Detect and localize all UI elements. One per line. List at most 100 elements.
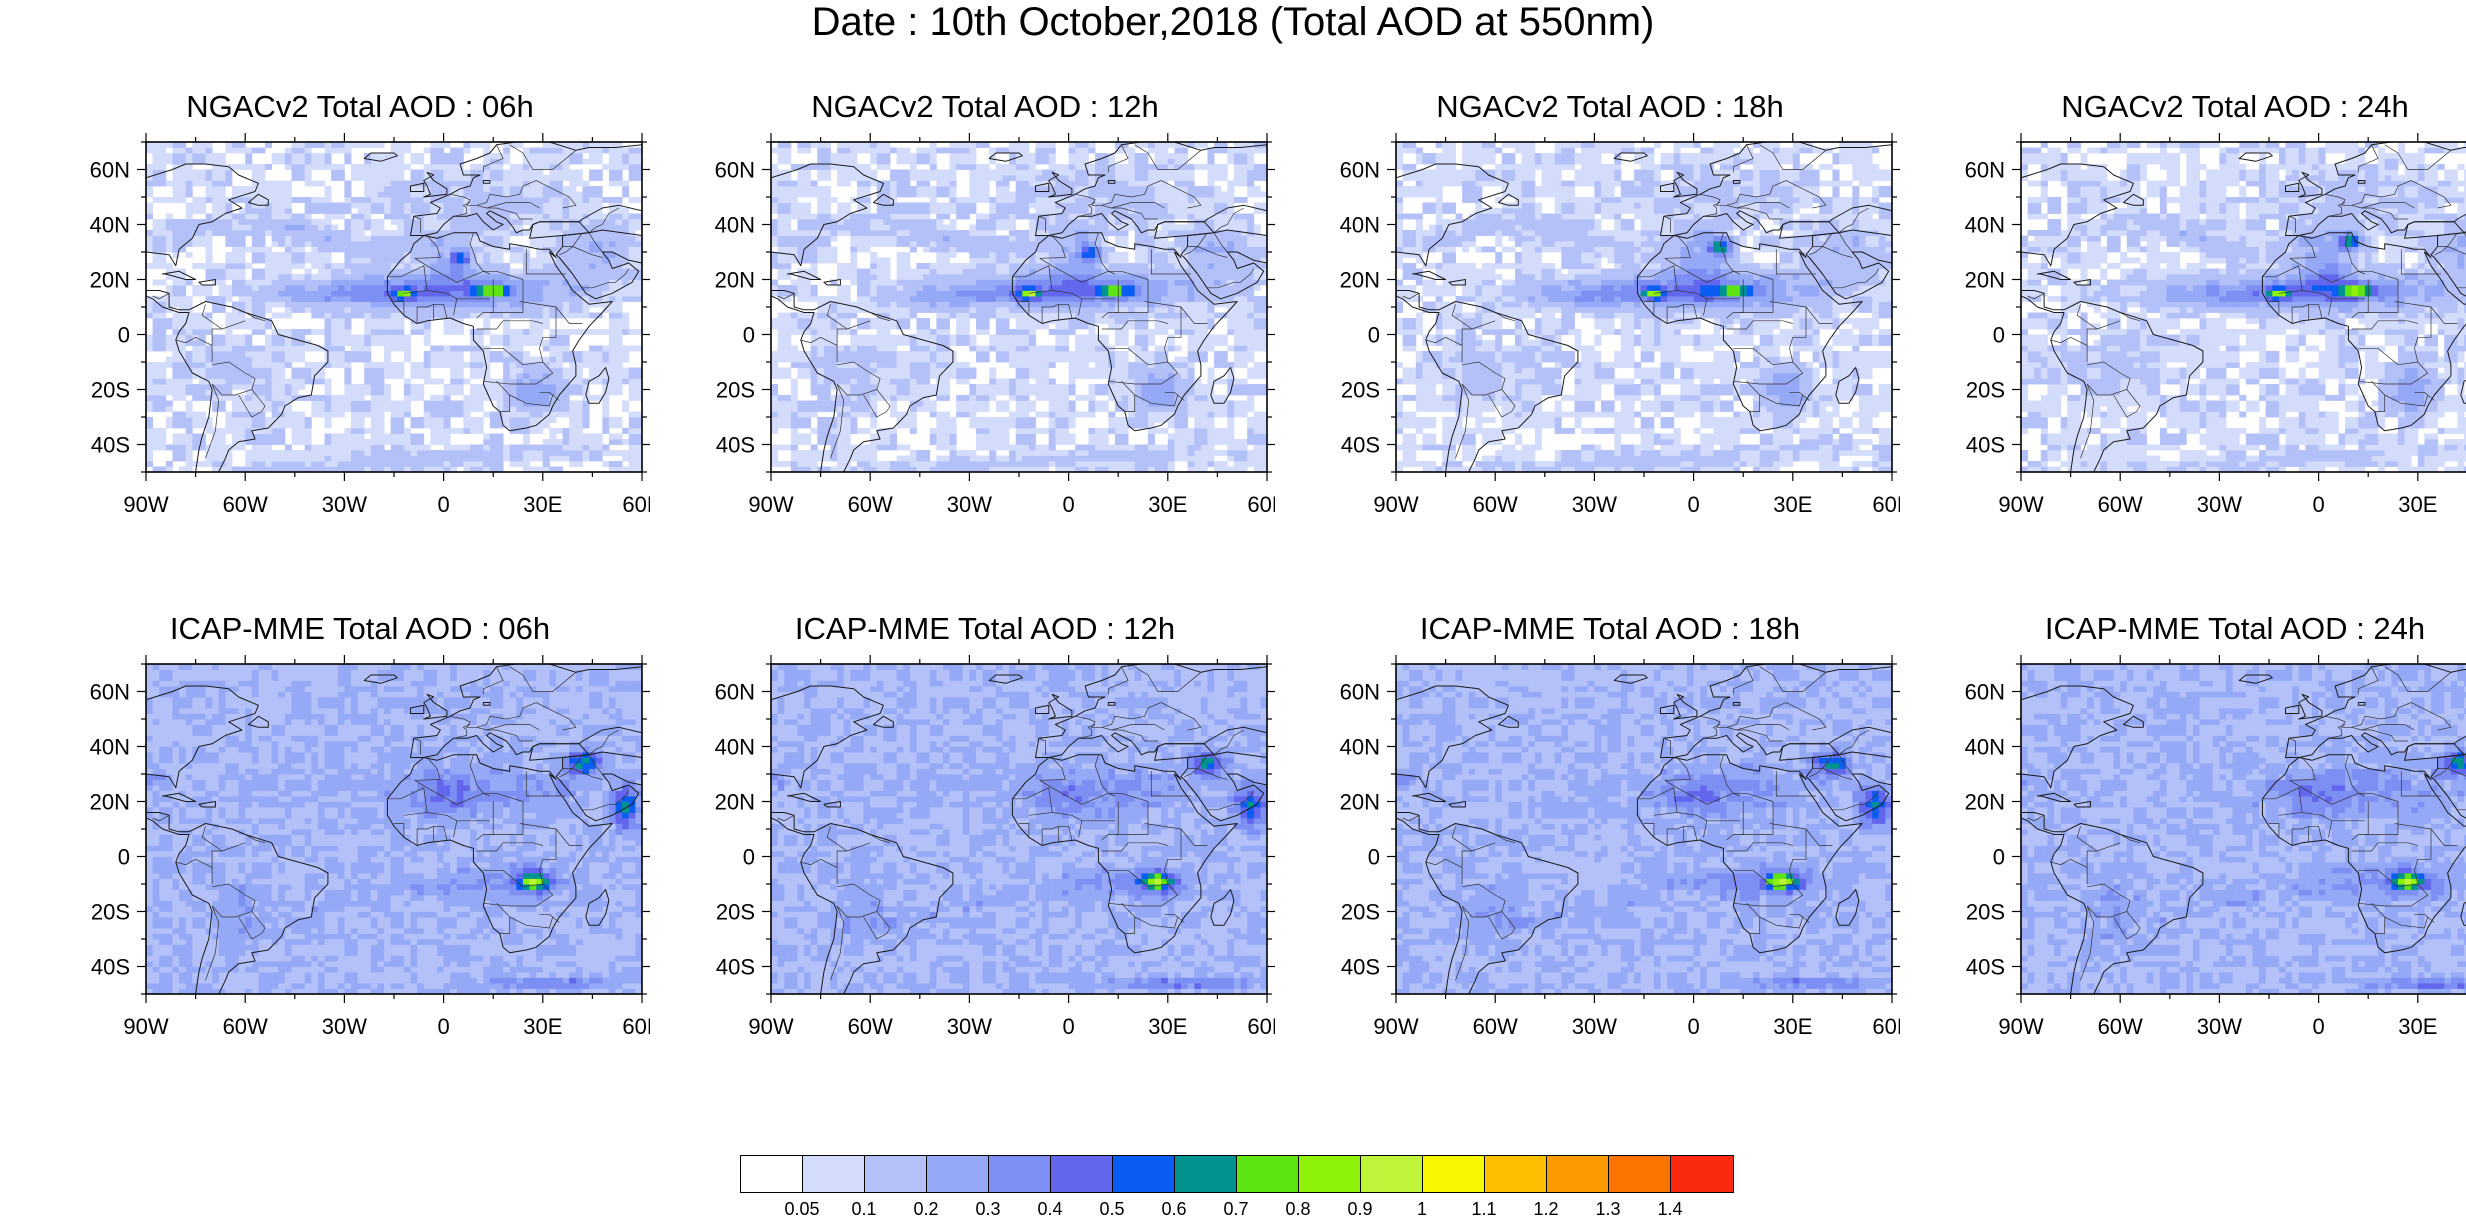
aod-field: [146, 664, 642, 994]
lon-tick-label: 30E: [2398, 1014, 2437, 1039]
lat-tick-label: 20S: [1341, 900, 1380, 925]
lat-tick-label: 60N: [715, 680, 755, 705]
colorbar-swatch: [1422, 1155, 1486, 1193]
colorbar-label: 0.2: [913, 1199, 938, 1219]
panel-title: NGACv2 Total AOD : 18h: [1320, 90, 1900, 124]
colorbar-label: 0.7: [1223, 1199, 1248, 1219]
lat-tick-label: 0: [1993, 845, 2005, 870]
lon-tick-label: 30E: [1148, 1014, 1187, 1039]
lat-tick-label: 0: [1368, 845, 1380, 870]
country-borders: [1402, 144, 1880, 459]
colorbar-swatch: [1484, 1155, 1548, 1193]
lat-tick-label: 60N: [90, 158, 130, 183]
aod-field: [771, 142, 1267, 472]
lat-tick-label: 20S: [1966, 900, 2005, 925]
lon-tick-label: 30W: [2197, 1014, 2242, 1039]
lat-tick-label: 20S: [716, 378, 755, 403]
lat-tick-label: 0: [1993, 323, 2005, 348]
lon-tick-label: 90W: [1998, 1014, 2043, 1039]
country-borders: [2027, 144, 2466, 459]
aod-field: [2021, 142, 2466, 472]
lat-tick-label: 40S: [1966, 433, 2005, 458]
panel-title: ICAP-MME Total AOD : 12h: [695, 612, 1275, 646]
lat-tick-label: 20N: [1340, 268, 1380, 293]
panel-title: ICAP-MME Total AOD : 18h: [1320, 612, 1900, 646]
lon-tick-label: 60W: [223, 492, 268, 517]
map-panel: ICAP-MME Total AOD : 06h 60N 40N 20N 0 20S 40S…: [70, 612, 650, 1052]
lat-tick-label: 60N: [1965, 680, 2005, 705]
panel-title: ICAP-MME Total AOD : 24h: [1945, 612, 2466, 646]
colorbar-label: 1.1: [1471, 1199, 1496, 1219]
lon-tick-label: 60W: [848, 492, 893, 517]
colorbar-swatch: [1298, 1155, 1362, 1193]
colorbar-label: 1.3: [1595, 1199, 1620, 1219]
lon-tick-label: 60W: [1473, 492, 1518, 517]
panel-title: ICAP-MME Total AOD : 06h: [70, 612, 650, 646]
panel-title: NGACv2 Total AOD : 06h: [70, 90, 650, 124]
lat-tick-label: 40N: [715, 213, 755, 238]
lon-tick-label: 0: [1687, 492, 1699, 517]
lat-tick-label: 40S: [1341, 955, 1380, 980]
colorbar-swatch: [1608, 1155, 1672, 1193]
lon-tick-label: 90W: [123, 492, 168, 517]
lat-tick-label: 20S: [1341, 378, 1380, 403]
aod-map: 60N40N20N020S40S90W60W30W030E60E: [1965, 655, 2466, 1039]
lon-tick-label: 60W: [2098, 1014, 2143, 1039]
aod-field: [1396, 142, 1892, 472]
lon-tick-label: 90W: [123, 1014, 168, 1039]
lat-tick-label: 20S: [91, 378, 130, 403]
colorbar-label: 1.2: [1533, 1199, 1558, 1219]
lon-tick-label: 30W: [2197, 492, 2242, 517]
lon-tick-label: 30E: [1773, 492, 1812, 517]
country-borders: [152, 144, 630, 459]
coastlines: [2021, 664, 2466, 994]
country-borders: [777, 666, 1255, 981]
lat-tick-label: 40N: [1965, 735, 2005, 760]
colorbar-swatch: [1236, 1155, 1300, 1193]
colorbar-swatch: [802, 1155, 866, 1193]
map-panel: NGACv2 Total AOD : 06h 60N 40N 20N 0 20S 40S 90…: [70, 90, 650, 530]
lat-tick-label: 20N: [1965, 790, 2005, 815]
lat-tick-label: 40S: [1341, 433, 1380, 458]
lon-tick-label: 0: [437, 1014, 449, 1039]
lon-tick-label: 60W: [2098, 492, 2143, 517]
coastlines: [771, 142, 1267, 472]
lat-tick-label: 60N: [90, 680, 130, 705]
colorbar-swatch: [1174, 1155, 1238, 1193]
lat-tick-label: 20N: [90, 790, 130, 815]
aod-map: 60N40N20N020S40S90W60W30W030E60E: [715, 655, 1275, 1039]
figure-title: Date : 10th October,2018 (Total AOD at 5…: [0, 0, 2466, 44]
aod-map: 60N40N20N020S40S90W60W30W030E60E: [1340, 655, 1900, 1039]
lon-tick-label: 0: [2312, 492, 2324, 517]
panel-title: NGACv2 Total AOD : 12h: [695, 90, 1275, 124]
colorbar-swatch: [1360, 1155, 1424, 1193]
lat-tick-label: 20N: [715, 268, 755, 293]
coastlines: [146, 664, 642, 994]
colorbar-label: 0.05: [784, 1199, 819, 1219]
aod-field: [771, 664, 1267, 994]
lon-tick-label: 90W: [1373, 1014, 1418, 1039]
colorbar-swatch: [740, 1155, 804, 1193]
lon-tick-label: 30E: [523, 492, 562, 517]
colorbar-label: 0.5: [1099, 1199, 1124, 1219]
colorbar-label: 0.1: [851, 1199, 876, 1219]
map-panel: ICAP-MME Total AOD : 24h 60N 40N 20N 0 20S 40S…: [1945, 612, 2466, 1052]
lon-tick-label: 0: [1062, 492, 1074, 517]
lon-tick-label: 30E: [523, 1014, 562, 1039]
lat-tick-label: 0: [743, 323, 755, 348]
lon-tick-label: 30W: [322, 492, 367, 517]
lat-tick-label: 20N: [715, 790, 755, 815]
lat-tick-label: 40S: [1966, 955, 2005, 980]
lon-tick-label: 60W: [223, 1014, 268, 1039]
colorbar-swatch: [864, 1155, 928, 1193]
lon-tick-label: 60E: [1247, 492, 1275, 517]
aod-colorbar: 0.05 0.1 0.2 0.3 0.4 0.5 0.6 0.7 0.8 0.9 1 1.1 1.2 1.…: [740, 1155, 1734, 1219]
coastlines: [146, 142, 642, 472]
colorbar-label: 1: [1417, 1199, 1427, 1219]
country-borders: [2027, 666, 2466, 981]
lat-tick-label: 0: [743, 845, 755, 870]
lon-tick-label: 30E: [1773, 1014, 1812, 1039]
lon-tick-label: 30E: [2398, 492, 2437, 517]
aod-map: 60N40N20N020S40S90W60W30W030E60E: [1340, 133, 1900, 517]
lat-tick-label: 60N: [1965, 158, 2005, 183]
